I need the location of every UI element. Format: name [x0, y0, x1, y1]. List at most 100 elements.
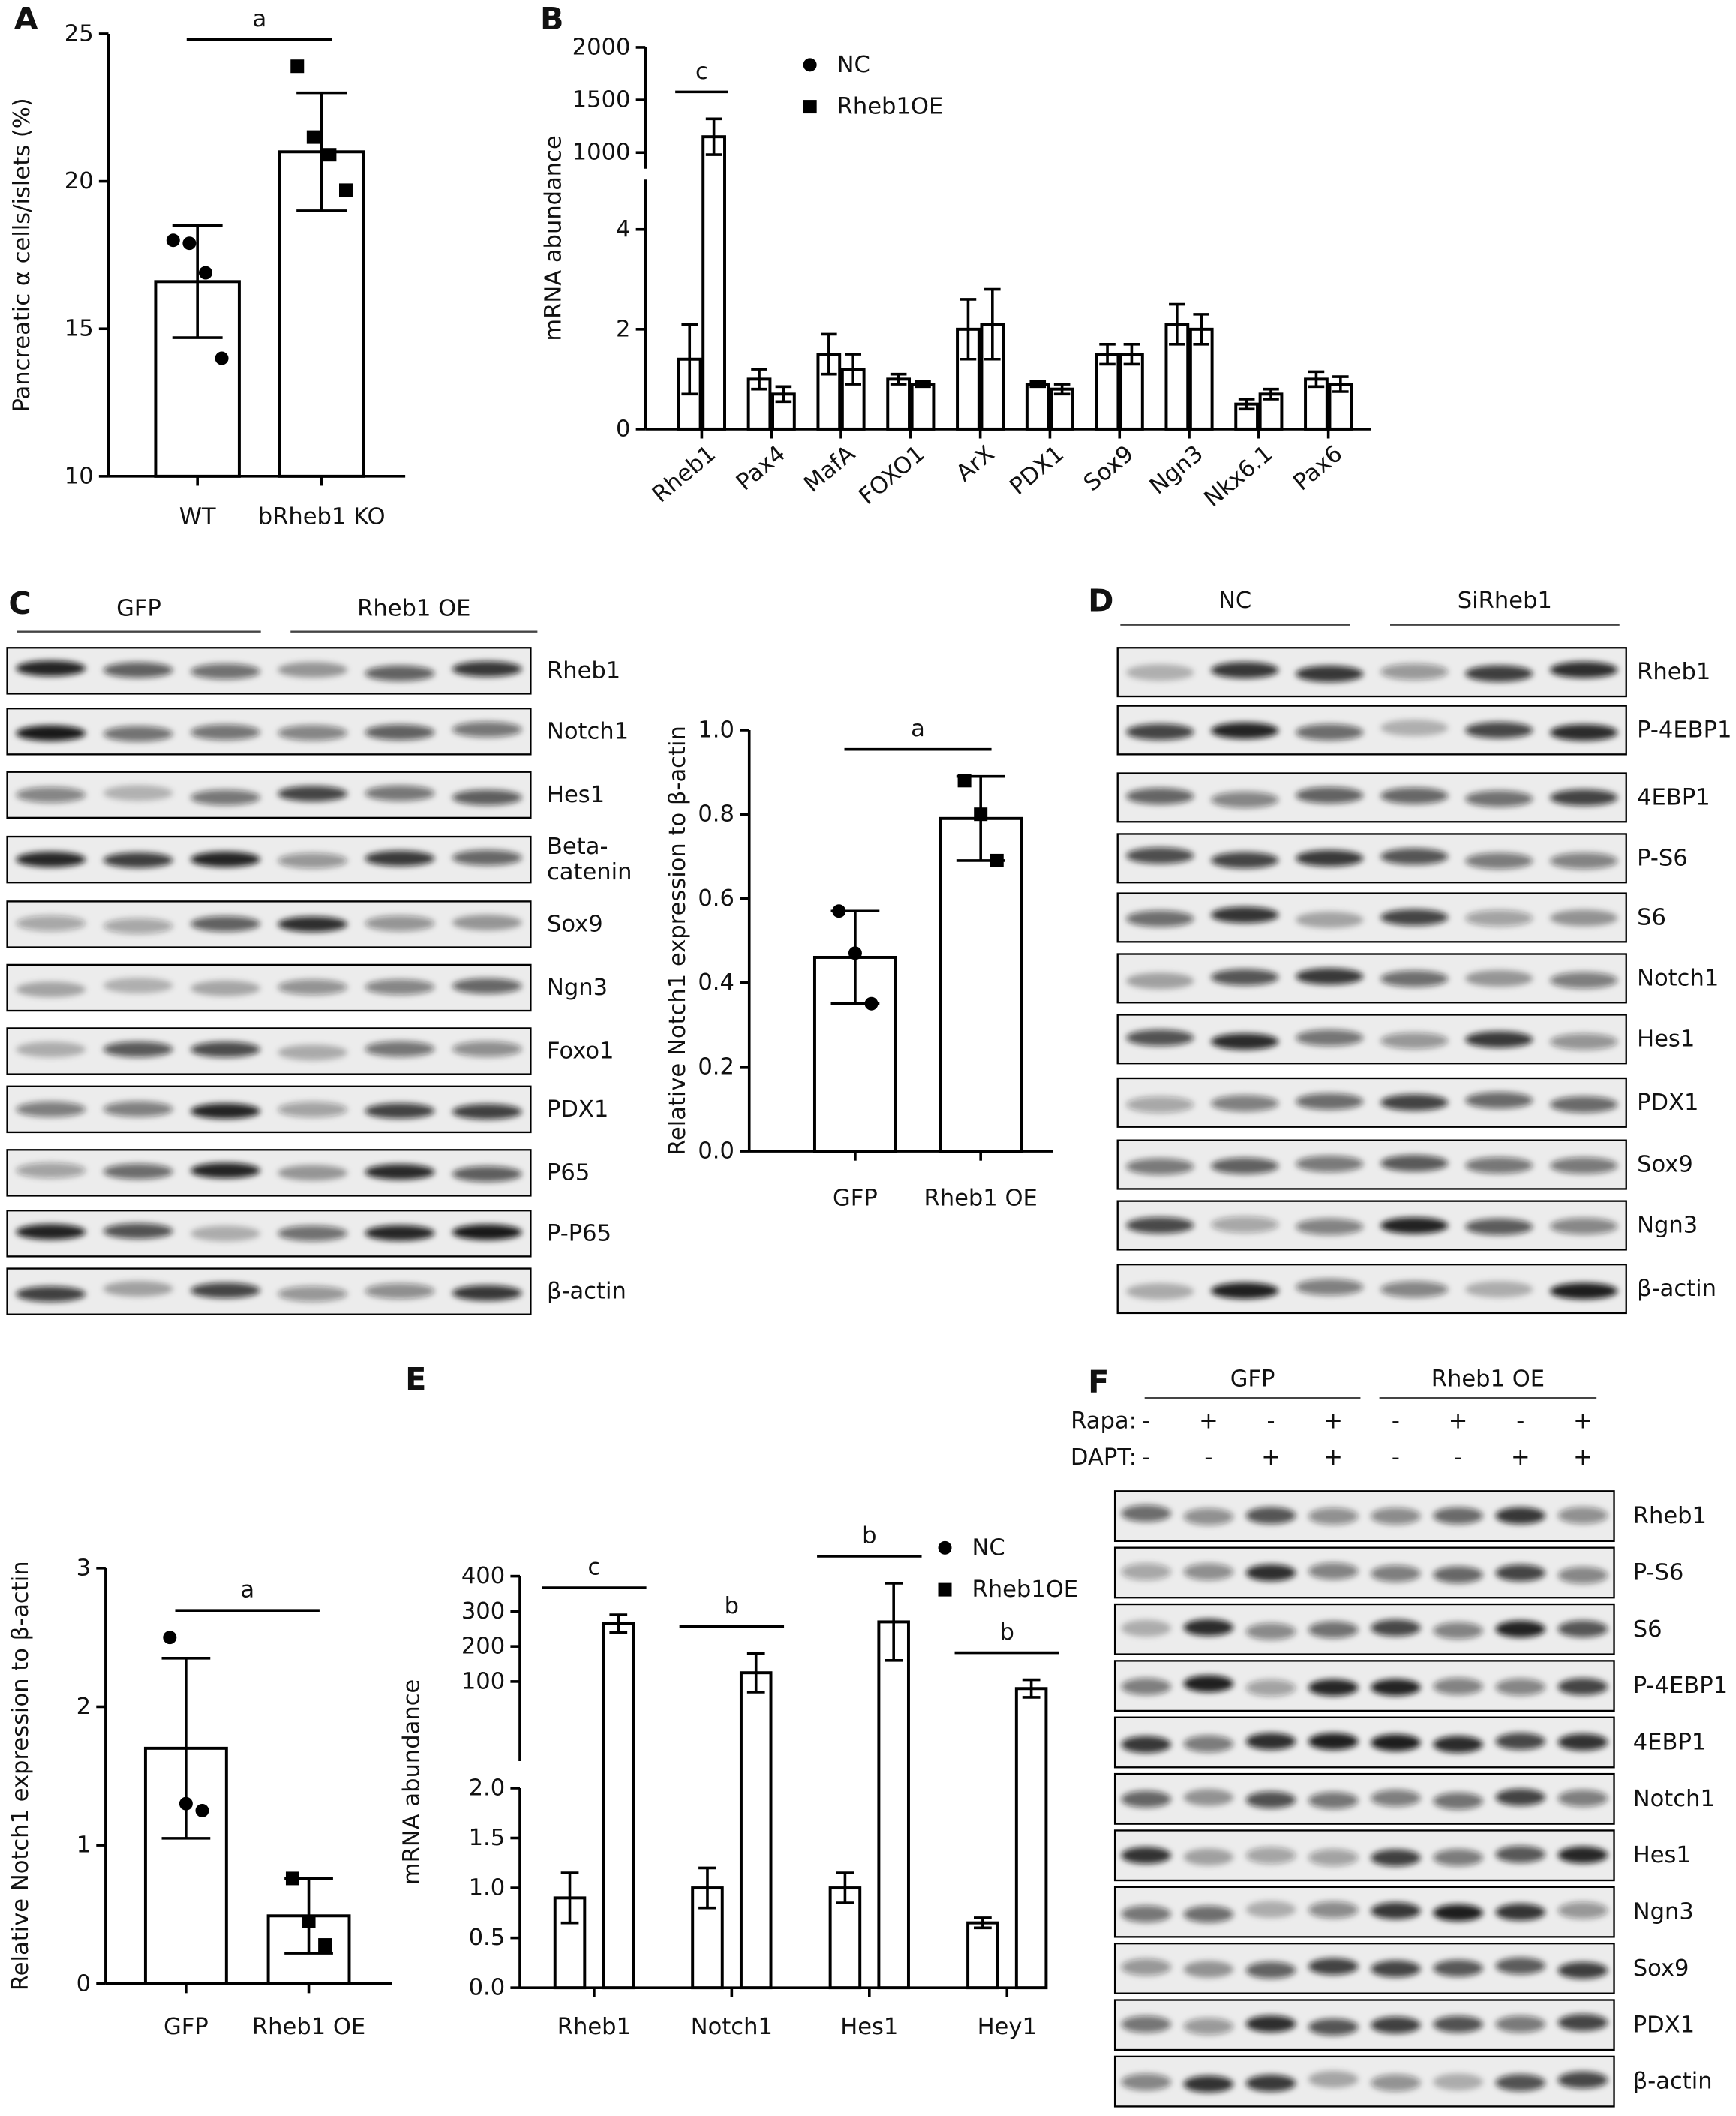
y-tick-label: 3	[77, 1555, 91, 1581]
band	[1296, 1218, 1364, 1235]
condition-label: Rapa:	[1071, 1408, 1137, 1434]
blot-label: P-S6	[1637, 845, 1688, 871]
blot-bands	[16, 915, 522, 934]
blot-bands	[1121, 1788, 1608, 1810]
x-tick-label: Ngn3	[1145, 440, 1209, 500]
y-tick-label: 1500	[572, 87, 631, 113]
band	[1183, 1563, 1234, 1581]
blot-strip	[1116, 1077, 1627, 1128]
band	[452, 1285, 522, 1301]
band	[1380, 1094, 1449, 1111]
point	[182, 236, 197, 251]
blot-strip	[6, 835, 532, 884]
band	[1296, 849, 1364, 867]
significance-label: c	[588, 1555, 601, 1581]
point	[339, 183, 353, 197]
blot-bands	[1121, 1957, 1608, 1979]
blot-label: P-4EBP1	[1637, 717, 1731, 743]
band	[190, 663, 260, 680]
blot-label: S6	[1637, 904, 1666, 930]
blot-label: Ngn3	[1637, 1213, 1698, 1239]
x-tick-label: ArX	[951, 440, 999, 487]
band	[1371, 1564, 1421, 1582]
band	[1495, 1904, 1546, 1921]
y-tick-label: 10	[65, 463, 94, 489]
blot-bands	[16, 721, 522, 742]
x-tick-label: bRheb1 KO	[258, 503, 386, 530]
band	[16, 1224, 86, 1240]
band	[1550, 1157, 1618, 1174]
band	[1308, 1849, 1359, 1866]
y-tick-label: 4	[616, 216, 630, 242]
blot-strip	[6, 1027, 532, 1075]
blot-label: Notch1	[1637, 965, 1719, 991]
y-tick-label: 1	[77, 1832, 91, 1859]
band	[365, 915, 435, 931]
band	[1433, 1792, 1483, 1810]
x-tick-label: Sox9	[1079, 440, 1139, 497]
blot-bands	[16, 849, 522, 869]
band	[1371, 1960, 1421, 1978]
band	[1550, 724, 1618, 741]
band	[1433, 1849, 1483, 1866]
blot-label: P-S6	[1633, 1559, 1684, 1585]
blot-strip	[6, 1085, 532, 1134]
band	[1495, 1957, 1546, 1975]
band	[1183, 1961, 1234, 1978]
band	[1245, 1507, 1296, 1525]
band	[1433, 1904, 1483, 1922]
condition-sign: +	[1573, 1444, 1593, 1471]
group-label: Rheb1 OE	[1431, 1366, 1545, 1393]
band	[1433, 2073, 1483, 2091]
band	[1550, 661, 1618, 678]
y-tick-label: 1.5	[469, 1825, 506, 1851]
band	[1550, 909, 1618, 927]
band	[1465, 1218, 1533, 1235]
band	[1126, 972, 1194, 990]
band	[1245, 1961, 1296, 1979]
band	[103, 1041, 173, 1057]
blot-strip	[1116, 1139, 1627, 1190]
significance-label: b	[862, 1523, 876, 1549]
band	[1183, 2075, 1234, 2093]
point	[285, 1871, 299, 1886]
condition-sign: -	[1516, 1408, 1524, 1434]
band	[1121, 1790, 1171, 1808]
band	[1433, 1566, 1483, 1584]
band	[1296, 665, 1364, 682]
band	[1245, 1791, 1296, 1808]
x-tick-label: PDX1	[1005, 440, 1069, 500]
point	[803, 100, 817, 114]
blot-label: Hes1	[547, 782, 605, 808]
blot-bands	[16, 978, 522, 998]
blot-label: Notch1	[1633, 1786, 1715, 1812]
band	[103, 1223, 173, 1239]
blot-strip	[1116, 953, 1627, 1004]
band	[278, 786, 348, 802]
blot-bands	[16, 1041, 522, 1061]
y-tick-label: 1.0	[698, 717, 734, 743]
band	[1465, 722, 1533, 739]
band	[103, 726, 173, 742]
group-label: NC	[1218, 588, 1251, 614]
band	[1121, 1619, 1171, 1637]
blot-label: Ngn3	[1633, 1899, 1694, 1925]
band	[278, 1165, 348, 1181]
point	[848, 946, 862, 960]
point	[215, 351, 229, 365]
group-label: GFP	[116, 596, 161, 622]
band	[1557, 1620, 1608, 1638]
band	[103, 1101, 173, 1117]
y-tick-label: 300	[461, 1598, 505, 1625]
band	[190, 1103, 260, 1120]
band	[1465, 1156, 1533, 1174]
blot-label: β-actin	[1633, 2069, 1713, 2095]
band	[365, 1041, 435, 1057]
panel-letter: E	[405, 1361, 426, 1397]
band	[452, 789, 522, 806]
condition-sign: +	[1199, 1408, 1218, 1434]
band	[1211, 969, 1279, 986]
group-label: GFP	[1230, 1366, 1275, 1393]
significance-label: a	[240, 1577, 254, 1604]
bar	[966, 1921, 999, 1990]
